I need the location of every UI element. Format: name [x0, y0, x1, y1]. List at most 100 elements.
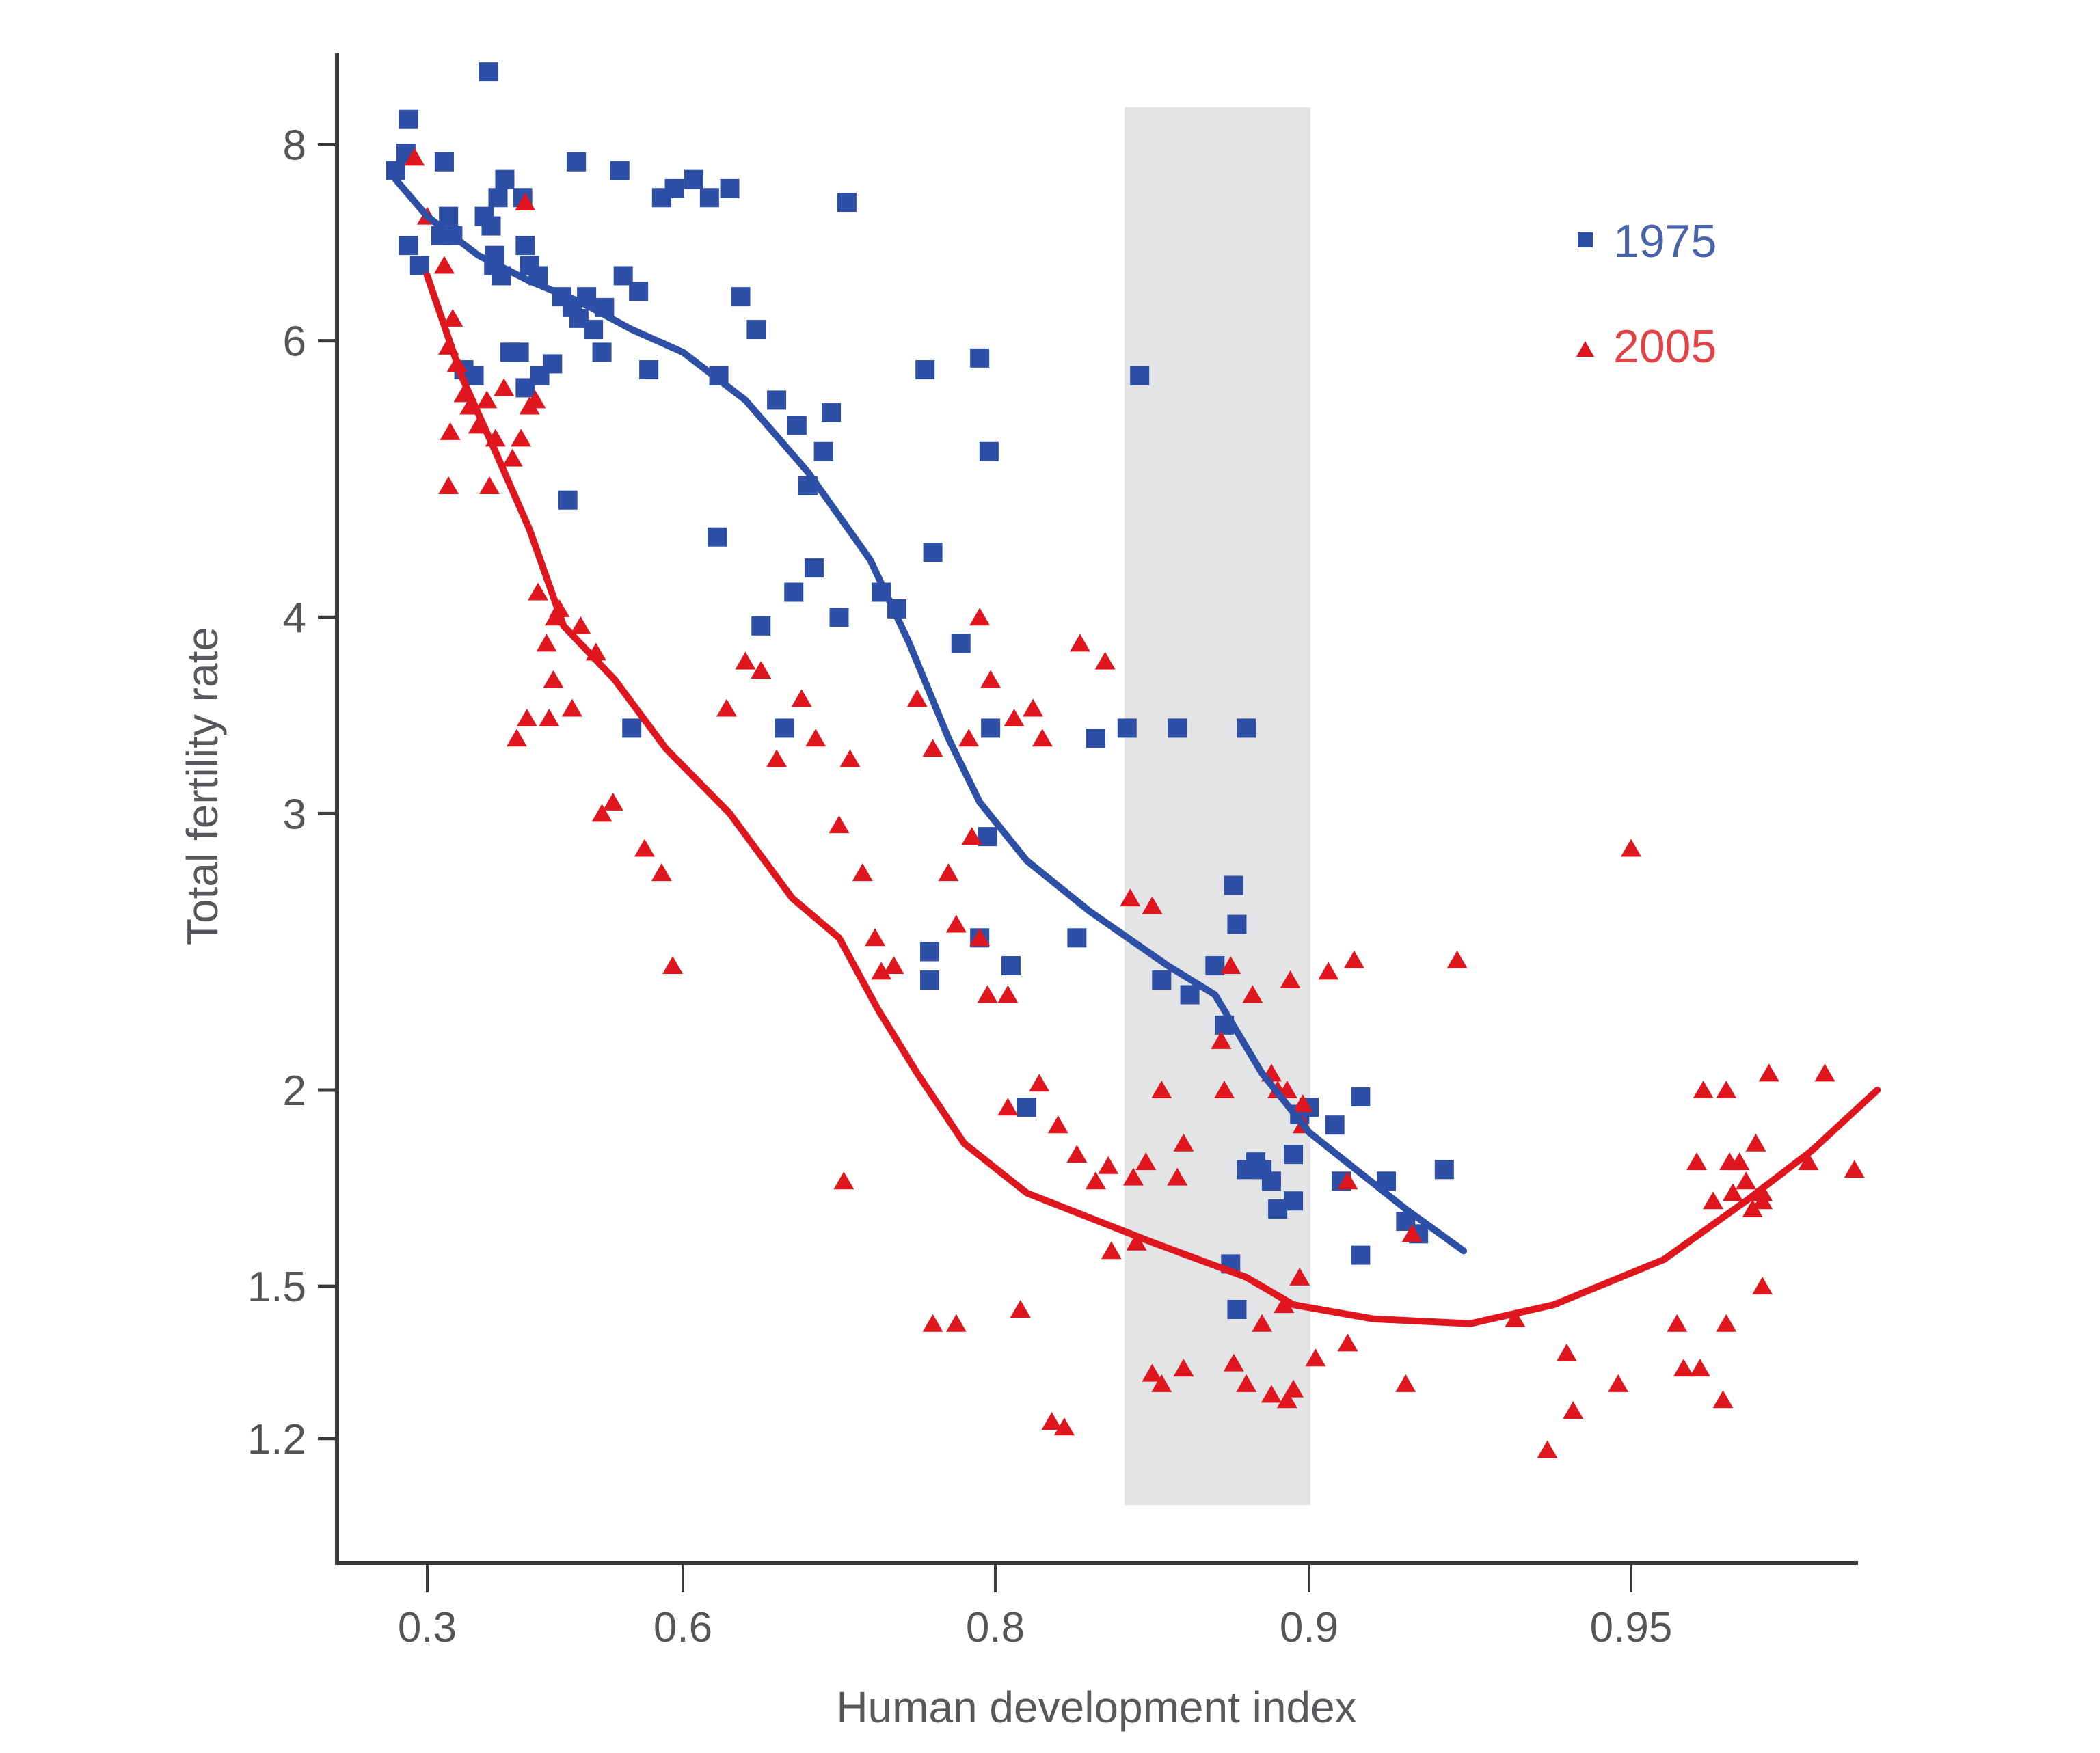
- point-1975: [915, 360, 935, 380]
- legend-triangle-icon: [1576, 341, 1594, 357]
- point-2005: [938, 863, 959, 882]
- point-2005: [1053, 1417, 1075, 1436]
- point-2005: [528, 582, 549, 601]
- point-1975: [1086, 729, 1105, 748]
- point-2005: [1395, 1374, 1416, 1392]
- point-1975: [708, 527, 727, 547]
- point-2005: [852, 863, 873, 882]
- point-1975: [509, 342, 529, 362]
- y-tick-label: 4: [283, 595, 306, 642]
- point-2005: [1556, 1343, 1577, 1361]
- point-1975: [1261, 1171, 1281, 1191]
- point-2005: [1023, 698, 1044, 717]
- point-1975: [829, 608, 849, 627]
- point-2005: [1098, 1156, 1119, 1174]
- point-2005: [791, 689, 812, 707]
- point-1975: [804, 558, 824, 578]
- point-1975: [629, 282, 649, 301]
- point-2005: [1214, 1081, 1235, 1098]
- point-2005: [1274, 1295, 1295, 1314]
- point-1975: [981, 718, 1001, 738]
- point-2005: [479, 476, 500, 494]
- point-2005: [506, 729, 527, 747]
- point-2005: [1211, 1031, 1232, 1049]
- point-2005: [922, 739, 943, 757]
- point-2005: [871, 962, 892, 980]
- point-2005: [1126, 1232, 1147, 1251]
- point-1975: [1325, 1115, 1345, 1135]
- point-2005: [865, 928, 886, 947]
- point-1975: [1205, 956, 1225, 976]
- point-2005: [1029, 1074, 1050, 1092]
- legend-label-1975: 1975: [1613, 215, 1717, 267]
- point-2005: [906, 689, 928, 707]
- point-2005: [1283, 1379, 1304, 1398]
- point-2005: [969, 608, 991, 626]
- point-1975: [409, 256, 429, 275]
- point-2005: [980, 670, 1001, 688]
- point-2005: [1173, 1359, 1194, 1377]
- point-2005: [543, 670, 564, 688]
- point-2005: [1066, 1145, 1088, 1163]
- y-ticks: 1.2 1.5 2 3 4 6 8: [247, 122, 337, 1463]
- point-1975: [1227, 1299, 1247, 1319]
- point-2005: [1667, 1314, 1688, 1332]
- point-2005: [1292, 1094, 1313, 1113]
- point-2005: [591, 804, 612, 822]
- point-2005: [1745, 1133, 1766, 1152]
- point-2005: [1101, 1241, 1122, 1260]
- legend-item-2005: 2005: [1576, 321, 1717, 372]
- point-2005: [945, 1314, 967, 1332]
- point-2005: [1758, 1063, 1779, 1082]
- point-2005: [1151, 1081, 1172, 1098]
- point-1975: [1001, 956, 1021, 976]
- point-2005: [404, 148, 425, 166]
- point-2005: [1135, 1152, 1157, 1171]
- point-2005: [1742, 1199, 1763, 1218]
- point-1975: [1017, 1098, 1036, 1117]
- point-2005: [1142, 896, 1163, 914]
- point-1975: [1067, 928, 1087, 948]
- point-2005: [442, 308, 463, 327]
- point-2005: [1343, 950, 1364, 968]
- point-1975: [720, 178, 740, 198]
- point-2005: [997, 1098, 1019, 1116]
- point-2005: [515, 193, 536, 211]
- point-2005: [1276, 1390, 1297, 1409]
- point-2005: [1401, 1224, 1423, 1242]
- legend-item-1975: 1975: [1578, 215, 1717, 267]
- point-1975: [1168, 718, 1187, 738]
- point-1975: [751, 616, 771, 636]
- point-2005: [766, 749, 788, 767]
- point-2005: [1252, 1314, 1273, 1332]
- point-1975: [767, 390, 787, 410]
- point-2005: [1151, 1374, 1172, 1392]
- point-2005: [977, 985, 998, 1003]
- point-1975: [970, 348, 990, 368]
- point-1975: [951, 634, 971, 653]
- point-1975: [731, 287, 751, 307]
- point-1975: [1227, 914, 1247, 934]
- point-2005: [1621, 839, 1641, 857]
- point-2005: [1673, 1359, 1694, 1377]
- y-tick-label: 3: [283, 791, 306, 838]
- point-2005: [1236, 1374, 1257, 1392]
- point-2005: [440, 422, 461, 440]
- point-2005: [1223, 1353, 1244, 1372]
- point-2005: [570, 616, 591, 634]
- point-2005: [1094, 651, 1116, 670]
- point-2005: [1318, 962, 1339, 980]
- point-2005: [1686, 1152, 1708, 1171]
- y-tick-label: 2: [283, 1068, 306, 1115]
- point-2005: [883, 956, 904, 975]
- point-1975: [1284, 1145, 1304, 1165]
- point-2005: [1689, 1359, 1710, 1377]
- point-2005: [536, 634, 557, 652]
- x-axis-title: Human development index: [836, 1683, 1356, 1732]
- point-2005: [1752, 1277, 1773, 1295]
- point-1975: [920, 942, 940, 962]
- point-1975: [1237, 718, 1256, 738]
- point-1975: [837, 193, 857, 213]
- point-2005: [1736, 1171, 1757, 1190]
- point-2005: [1716, 1081, 1737, 1098]
